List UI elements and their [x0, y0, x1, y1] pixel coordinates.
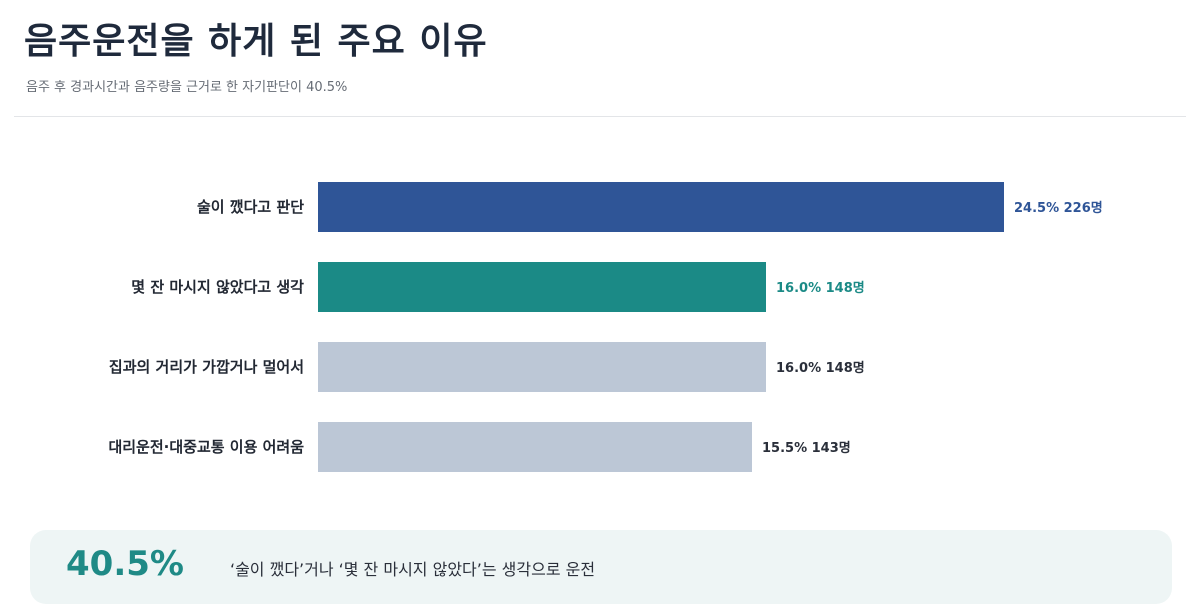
value-label: 16.0% 148명: [776, 280, 865, 296]
category-label: 집과의 거리가 가깝거나 멀어서: [109, 358, 304, 376]
category-label: 몇 잔 마시지 않았다고 생각: [131, 278, 304, 296]
value-label: 24.5% 226명: [1014, 200, 1103, 216]
category-label: 술이 깼다고 판단: [197, 198, 304, 216]
chart-subtitle: 음주 후 경과시간과 음주량을 근거로 한 자기판단이 40.5%: [26, 80, 348, 95]
callout-percent: 40.5%: [66, 544, 184, 584]
category-label: 대리운전·대중교통 이용 어려움: [108, 438, 304, 456]
chart-title: 음주운전을 하게 된 주요 이유: [24, 21, 488, 62]
bar: [318, 342, 766, 392]
value-label: 16.0% 148명: [776, 360, 865, 376]
header-divider: [14, 116, 1186, 117]
callout-text: ‘술이 깼다’거나 ‘몇 잔 마시지 않았다’는 생각으로 운전: [230, 560, 596, 579]
bar: [318, 182, 1004, 232]
value-label: 15.5% 143명: [762, 440, 851, 456]
bar: [318, 422, 752, 472]
bar: [318, 262, 766, 312]
summary-callout: 40.5% ‘술이 깼다’거나 ‘몇 잔 마시지 않았다’는 생각으로 운전: [30, 530, 1172, 604]
